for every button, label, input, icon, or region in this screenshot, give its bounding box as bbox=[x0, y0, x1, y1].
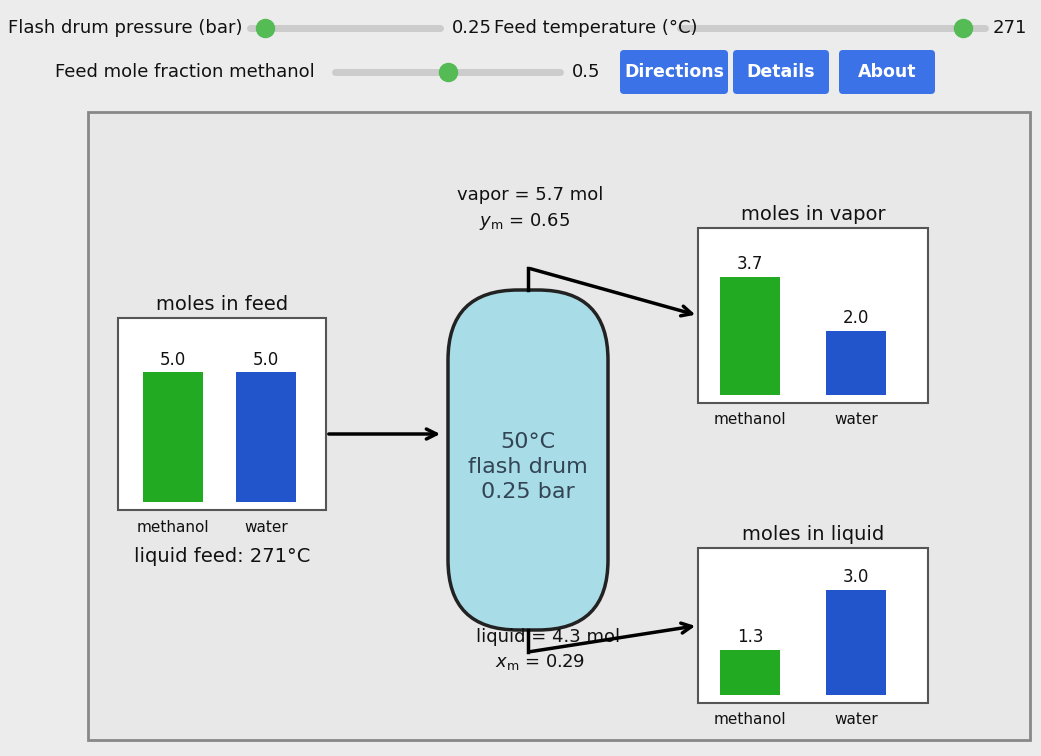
Text: About: About bbox=[858, 63, 916, 81]
Text: water: water bbox=[834, 712, 878, 727]
Bar bbox=[118, 318, 326, 510]
Text: water: water bbox=[834, 413, 878, 427]
FancyBboxPatch shape bbox=[448, 290, 608, 630]
Bar bbox=[143, 372, 203, 502]
Bar bbox=[720, 277, 780, 395]
Bar bbox=[699, 228, 928, 403]
Bar bbox=[236, 372, 296, 502]
Text: $y_\mathrm{m}$ = 0.65: $y_\mathrm{m}$ = 0.65 bbox=[479, 212, 569, 233]
Text: moles in vapor: moles in vapor bbox=[741, 205, 885, 224]
Text: Feed temperature (°C): Feed temperature (°C) bbox=[494, 19, 697, 37]
Text: 271: 271 bbox=[993, 19, 1027, 37]
FancyBboxPatch shape bbox=[733, 50, 829, 94]
Text: methanol: methanol bbox=[136, 520, 209, 535]
Text: liquid = 4.3 mol: liquid = 4.3 mol bbox=[476, 628, 620, 646]
Text: 2.0: 2.0 bbox=[843, 309, 869, 327]
Text: moles in feed: moles in feed bbox=[156, 295, 288, 314]
Text: 3.7: 3.7 bbox=[737, 255, 763, 273]
Text: 0.25 bar: 0.25 bar bbox=[481, 482, 575, 502]
FancyBboxPatch shape bbox=[839, 50, 935, 94]
Text: methanol: methanol bbox=[714, 413, 786, 427]
Text: Feed mole fraction methanol: Feed mole fraction methanol bbox=[55, 63, 314, 81]
Bar bbox=[88, 112, 1030, 740]
Text: 1.3: 1.3 bbox=[737, 627, 763, 646]
Text: $x_\mathrm{m}$ = 0.29: $x_\mathrm{m}$ = 0.29 bbox=[496, 652, 585, 672]
Text: Flash drum pressure (bar): Flash drum pressure (bar) bbox=[8, 19, 243, 37]
Text: 5.0: 5.0 bbox=[160, 351, 186, 369]
Bar bbox=[826, 590, 886, 695]
Text: 0.25: 0.25 bbox=[452, 19, 492, 37]
Bar bbox=[720, 649, 780, 695]
Text: Details: Details bbox=[746, 63, 815, 81]
Text: liquid feed: 271°C: liquid feed: 271°C bbox=[134, 547, 310, 565]
Text: 3.0: 3.0 bbox=[843, 568, 869, 586]
Text: flash drum: flash drum bbox=[468, 457, 588, 477]
Text: vapor = 5.7 mol: vapor = 5.7 mol bbox=[457, 186, 603, 204]
Text: methanol: methanol bbox=[714, 712, 786, 727]
Text: 5.0: 5.0 bbox=[253, 351, 279, 369]
Text: moles in liquid: moles in liquid bbox=[742, 525, 884, 544]
FancyBboxPatch shape bbox=[620, 50, 728, 94]
Text: 50°C: 50°C bbox=[501, 432, 556, 452]
Text: 0.5: 0.5 bbox=[572, 63, 601, 81]
Bar bbox=[699, 548, 928, 703]
Text: water: water bbox=[245, 520, 288, 535]
Bar bbox=[826, 331, 886, 395]
Text: Directions: Directions bbox=[624, 63, 723, 81]
